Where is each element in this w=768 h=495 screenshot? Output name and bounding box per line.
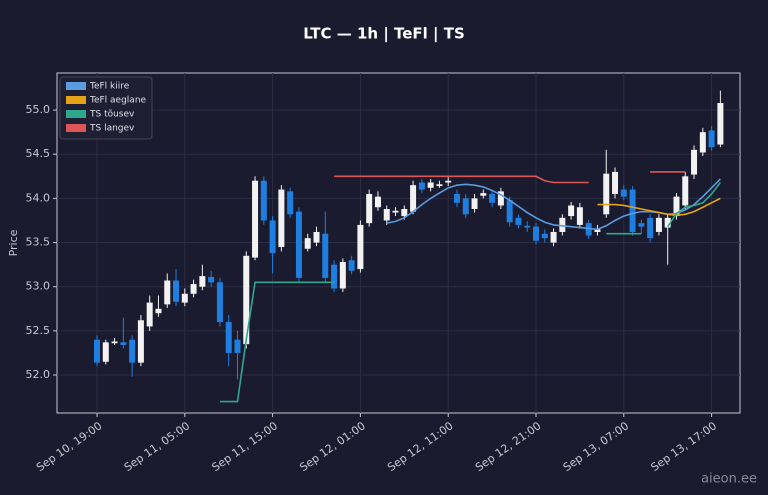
candle-body — [585, 223, 592, 236]
y-tick-label: 52.5 — [26, 324, 51, 337]
candle-body — [462, 198, 469, 215]
candle-body — [708, 130, 715, 148]
legend-swatch — [66, 124, 86, 132]
y-tick-label: 53.0 — [26, 280, 51, 293]
candle-body — [304, 238, 311, 249]
candle-body — [541, 233, 548, 239]
candle-body — [287, 191, 294, 215]
watermark: aieon.ee — [701, 472, 757, 487]
candle-body — [339, 261, 346, 289]
legend-swatch — [66, 110, 86, 118]
candle-body — [129, 339, 136, 363]
candle-body — [216, 282, 223, 323]
legend-swatch — [66, 82, 86, 90]
candle-body — [295, 211, 302, 278]
candle-body — [699, 132, 706, 153]
candle-body — [453, 193, 460, 203]
candle-body — [550, 231, 557, 243]
candle-body — [664, 217, 671, 228]
candle-body — [278, 189, 285, 247]
candle-body — [576, 207, 583, 225]
candle-body — [445, 180, 452, 183]
y-tick-label: 54.5 — [26, 147, 51, 160]
candle-body — [594, 229, 601, 232]
legend-box — [59, 76, 153, 140]
candle-body — [418, 182, 425, 190]
candle-body — [603, 173, 610, 215]
candle-body — [515, 217, 522, 225]
candle-body — [243, 255, 250, 345]
candle-body — [252, 180, 259, 258]
candle-body — [506, 200, 513, 223]
y-tick-label: 54.0 — [26, 191, 51, 204]
indicator-line — [597, 197, 721, 216]
candle-body — [234, 339, 241, 353]
candle-body — [374, 196, 381, 208]
candle-body — [691, 149, 698, 175]
candle-body — [94, 339, 100, 363]
candle-body — [392, 210, 399, 213]
candle-body — [410, 185, 417, 212]
candle-body — [357, 224, 364, 270]
candle-body — [111, 341, 118, 344]
legend-label: TS tõusev — [89, 110, 135, 120]
candle-body — [489, 193, 496, 203]
candle-body — [146, 302, 153, 327]
candle-body — [480, 193, 487, 196]
candle-body — [682, 176, 689, 206]
candle-body — [313, 231, 320, 243]
candle-body — [120, 342, 127, 345]
candle-body — [612, 171, 619, 194]
candle-body — [647, 217, 654, 239]
candle-body — [568, 205, 575, 217]
candle-body — [436, 184, 443, 187]
plot-layer — [94, 90, 724, 403]
candle-body — [208, 277, 215, 283]
candle-body — [269, 220, 276, 254]
legend-swatch — [66, 96, 86, 104]
candle-body — [401, 209, 408, 217]
candle-body — [348, 260, 355, 271]
candle-body — [199, 276, 206, 287]
legend-label: TeFl aeglane — [89, 96, 147, 106]
candle-body — [717, 103, 724, 145]
legend-label: TeFl kiire — [89, 82, 130, 92]
candle-body — [137, 320, 144, 363]
legend-label: TS langev — [89, 124, 135, 134]
candle-body — [366, 193, 373, 224]
candle-body — [260, 180, 267, 221]
indicator-line — [219, 182, 722, 403]
candle-body — [620, 189, 627, 197]
candle-body — [559, 217, 566, 232]
candle-body — [102, 342, 109, 362]
candle-body — [497, 191, 504, 206]
candle-body — [155, 308, 162, 314]
y-axis-label: Price — [7, 229, 20, 256]
candle-body — [331, 264, 338, 289]
candle-body — [533, 226, 539, 241]
candle-body — [383, 209, 390, 221]
candle-body — [173, 280, 180, 302]
candle-body — [190, 284, 197, 294]
candle-body — [655, 217, 662, 232]
y-tick-label: 53.5 — [26, 236, 51, 249]
y-tick-label: 52.0 — [26, 368, 51, 381]
candle-body — [164, 280, 171, 305]
candle-body — [673, 196, 680, 217]
candle-body — [629, 189, 636, 232]
candle-body — [524, 225, 531, 228]
candle-body — [427, 182, 434, 188]
chart-title: LTC — 1h | TeFl | TS — [303, 25, 465, 44]
y-tick-label: 55.0 — [26, 103, 51, 116]
indicator-line — [334, 171, 686, 184]
legend: TeFl kiire TeFl aeglane TS tõusev TS langev — [59, 76, 153, 140]
candle-body — [322, 233, 329, 278]
candle-body — [471, 198, 478, 209]
candle-body — [638, 223, 645, 227]
candle-body — [181, 293, 188, 303]
candle-body — [225, 322, 232, 353]
